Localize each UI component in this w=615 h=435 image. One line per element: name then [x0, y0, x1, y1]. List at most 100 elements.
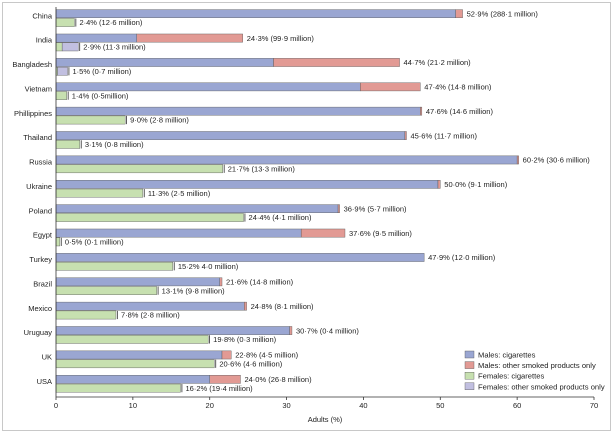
category-label: Russia	[29, 158, 53, 167]
category-label: Phillippines	[14, 109, 52, 118]
bar-males-other	[273, 58, 400, 67]
category-label: Thailand	[23, 133, 52, 142]
data-label-females: 15·2% 4·0 million)	[178, 262, 239, 271]
bar-females-cigarettes	[55, 359, 215, 369]
bar-males-cigarettes	[55, 180, 439, 189]
bar-males-cigarettes	[55, 82, 361, 92]
bar-males-cigarettes	[55, 58, 274, 67]
data-label-males: 60·2% (30·6 million)	[523, 156, 591, 165]
bar-females-cigarettes	[55, 164, 223, 174]
data-label-females: 3·1% (0·8 million)	[85, 140, 144, 149]
bar-males-cigarettes	[55, 9, 456, 18]
bar-females-cigarettes	[55, 42, 63, 52]
bar-females-cigarettes	[55, 286, 157, 295]
bar-males-other	[300, 228, 346, 238]
data-label-males: 30·7% (0·4 million)	[296, 326, 359, 335]
bar-males-cigarettes	[55, 33, 137, 43]
bar-males-cigarettes	[55, 204, 339, 214]
data-label-males: 47·9% (12·0 million)	[428, 253, 496, 262]
bar-females-cigarettes	[55, 213, 244, 222]
bar-males-other	[420, 106, 423, 116]
category-label: China	[32, 11, 52, 20]
category-label: Egypt	[33, 231, 53, 240]
bars-layer: 52·9% (288·1 million) 2·4% (12·6 million)…	[55, 9, 591, 393]
bar-females-cigarettes	[55, 237, 61, 247]
bar-males-cigarettes	[55, 155, 518, 165]
x-tick-label: 40	[359, 401, 367, 410]
data-label-females: 24·4% (4·1 million)	[249, 213, 312, 222]
bar-females-other	[61, 42, 79, 52]
bar-females-cigarettes	[55, 383, 181, 393]
figure-frame: 52·9% (288·1 million) 2·4% (12·6 million)…	[2, 2, 611, 431]
bar-females-cigarettes	[55, 140, 81, 149]
bar-males-other	[136, 33, 243, 43]
bar-males-other	[437, 180, 441, 189]
bar-males-cigarettes	[55, 326, 290, 335]
category-label: Uruguay	[24, 328, 53, 337]
bar-males-other	[516, 155, 519, 165]
data-label-males: 45·6% (11·7 million)	[410, 131, 477, 140]
data-label-males: 37·6% (9·5 million)	[349, 229, 412, 238]
legend-label: Males: cigarettes	[478, 351, 536, 360]
data-label-females: 2·9% (11·3 million)	[83, 43, 146, 52]
category-label: UK	[42, 353, 52, 362]
bar-males-cigarettes	[55, 375, 210, 384]
data-label-males: 52·9% (288·1 million)	[467, 9, 539, 18]
category-label: USA	[37, 377, 52, 386]
data-label-females: 0·5% (0·1 million)	[65, 238, 124, 247]
category-label: Turkey	[29, 255, 52, 264]
tobacco-use-bar-chart: 52·9% (288·1 million) 2·4% (12·6 million)…	[12, 7, 605, 424]
data-label-males: 47·6% (14·6 million)	[426, 107, 494, 116]
bar-males-other	[209, 375, 241, 384]
bar-males-cigarettes	[55, 106, 421, 116]
bar-males-other	[219, 277, 223, 287]
bar-males-cigarettes	[55, 131, 406, 140]
bar-females-cigarettes	[55, 188, 144, 198]
data-label-females: 7·8% (2·8 million)	[121, 311, 180, 320]
bar-males-other	[289, 326, 293, 335]
x-tick-label: 0	[54, 401, 58, 410]
x-tick-label: 30	[282, 401, 290, 410]
category-label: Mexico	[28, 304, 52, 313]
data-label-males: 21·6% (14·8 million)	[226, 278, 294, 287]
bar-females-cigarettes	[55, 18, 75, 27]
bar-females-cigarettes	[55, 91, 67, 100]
data-label-males: 47·4% (14·8 million)	[424, 83, 492, 92]
data-label-males: 24·0% (26·8 million)	[244, 375, 312, 384]
category-label: Brazil	[33, 279, 52, 288]
data-label-males: 44·7% (21·2 million)	[404, 58, 472, 67]
legend-label: Females: cigarettes	[478, 372, 544, 381]
legend-swatch	[464, 382, 475, 390]
data-label-females: 2·4% (12·6 million)	[79, 18, 142, 27]
data-label-females: 20·6% (4·6 million)	[219, 359, 282, 368]
axes-layer: China India Bangladesh Vietnam Phillippines T…	[12, 7, 598, 424]
data-label-females: 21·7% (13·3 million)	[228, 164, 296, 173]
data-label-males: 36·9% (5·7 million)	[344, 204, 407, 213]
legend-swatch	[464, 372, 475, 380]
data-label-males: 50·0% (9·1 million)	[444, 180, 507, 189]
bar-females-cigarettes	[55, 261, 174, 271]
bar-males-other	[244, 301, 247, 311]
data-label-females: 9·0% (2·8 million)	[130, 116, 189, 125]
data-label-females: 16·2% (19·4 million)	[186, 384, 254, 393]
bar-males-cigarettes	[55, 350, 223, 360]
category-label: Ukraine	[26, 182, 52, 191]
data-label-females: 13·1% (9·8 million)	[162, 286, 225, 295]
bar-males-cigarettes	[55, 228, 302, 238]
data-label-females: 19·8% (0·3 million)	[213, 335, 276, 344]
category-label: Poland	[29, 206, 52, 215]
legend-swatch	[464, 361, 475, 369]
category-label: Bangladesh	[12, 60, 52, 69]
bar-males-cigarettes	[55, 301, 245, 311]
x-tick-label: 20	[206, 401, 214, 410]
data-label-males: 22·8% (4·5 million)	[235, 351, 298, 360]
bar-males-other	[221, 350, 232, 360]
bar-males-cigarettes	[55, 277, 220, 287]
x-tick-label: 70	[590, 401, 598, 410]
data-label-males: 24·8% (8·1 million)	[251, 302, 314, 311]
legend-swatch	[464, 350, 475, 359]
x-tick-label: 60	[513, 401, 521, 410]
data-label-males: 24·3% (99·9 million)	[247, 34, 315, 43]
x-tick-label: 10	[129, 401, 137, 410]
